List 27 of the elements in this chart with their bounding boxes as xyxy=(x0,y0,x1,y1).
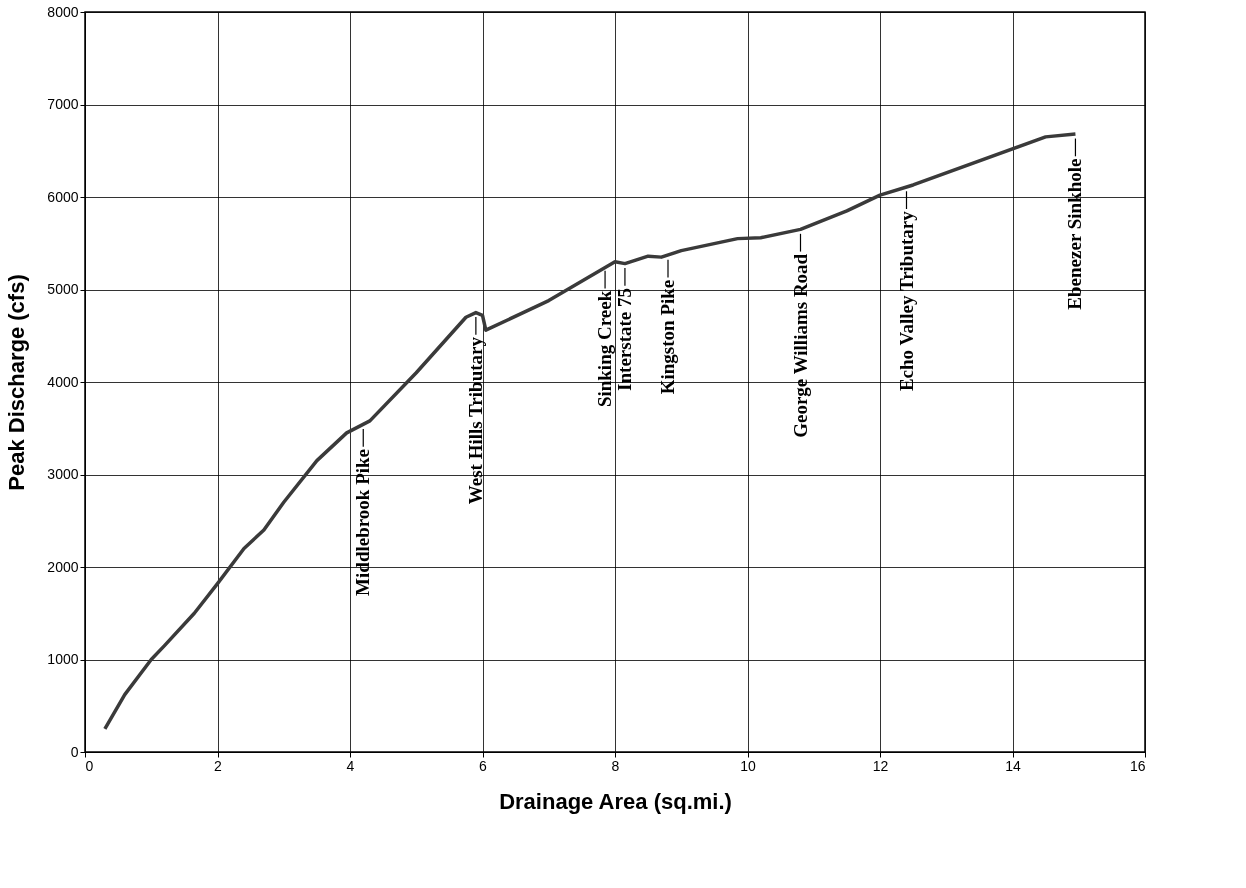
y-tick-label: 3000 xyxy=(47,466,79,482)
annotation: Sinking Creek xyxy=(594,290,616,408)
y-tick-label: 7000 xyxy=(47,96,79,112)
x-tick-label: 16 xyxy=(1129,757,1146,774)
x-tick-label: 4 xyxy=(346,757,355,774)
x-tick-label: 6 xyxy=(479,757,488,774)
x-tick-label: 2 xyxy=(214,757,223,774)
y-tick-label: 5000 xyxy=(47,281,79,297)
y-tick-label: 4000 xyxy=(47,373,79,390)
x-tick-label: 8 xyxy=(611,757,620,774)
x-axis-title: Drainage Area (sq.mi.) xyxy=(499,788,732,814)
y-tick-label: 8000 xyxy=(47,3,79,20)
y-tick-label: 1000 xyxy=(47,651,79,667)
y-axis-title: Peak Discharge (cfs) xyxy=(4,274,30,491)
annotation: Echo Valley Tributary xyxy=(895,210,917,392)
x-tick-label: 14 xyxy=(1005,757,1021,774)
annotation: Ebenezer Sinkhole xyxy=(1064,158,1086,310)
y-tick-label: 0 xyxy=(70,743,79,760)
annotation: West Hills Tributary xyxy=(464,336,486,505)
annotation: George Williams Road xyxy=(789,253,811,438)
x-tick-label: 10 xyxy=(740,757,756,774)
y-tick-label: 2000 xyxy=(47,558,79,575)
x-tick-label: 12 xyxy=(872,757,889,774)
y-tick-label: 6000 xyxy=(47,188,79,205)
annotation: Middlebrook Pike xyxy=(352,448,374,596)
x-tick-label: 0 xyxy=(85,757,94,774)
annotation: Kingston Pike xyxy=(657,279,678,395)
